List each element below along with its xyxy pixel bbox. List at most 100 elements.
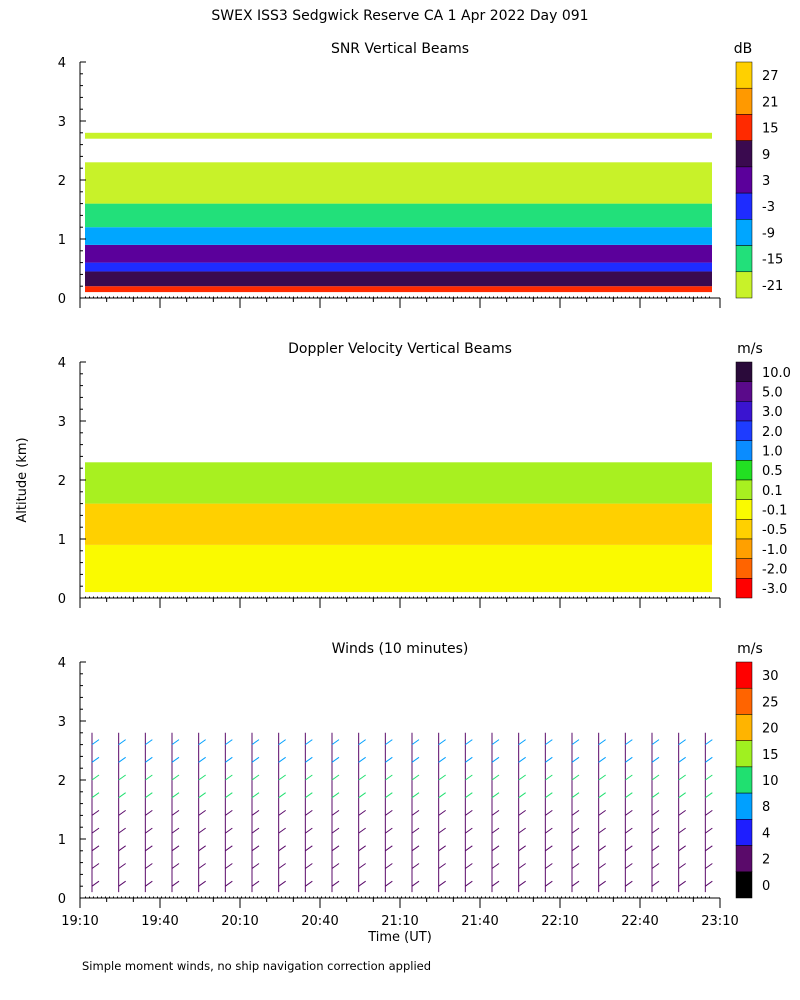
y-tick-label: 3 bbox=[58, 415, 66, 430]
wind-barb bbox=[171, 792, 180, 799]
wind-barb bbox=[518, 739, 526, 746]
wind-barb bbox=[625, 845, 633, 852]
wind-barb bbox=[91, 756, 100, 763]
wind-barb bbox=[491, 845, 500, 852]
wind-barb bbox=[518, 756, 526, 763]
panel-winds: Winds (10 minutes) m/s 0 1 2 3 4 19:10 19:40 2… bbox=[58, 641, 779, 929]
wind-barb bbox=[545, 792, 553, 799]
colorbar-swatch bbox=[735, 361, 753, 382]
wind-barb bbox=[225, 880, 233, 887]
colorbar-label: -2.0 bbox=[762, 563, 787, 578]
colorbar-swatch bbox=[735, 440, 753, 461]
colorbar-label: 10.0 bbox=[762, 366, 791, 381]
wind-barb bbox=[625, 880, 633, 887]
footnote: Simple moment winds, no ship navigation … bbox=[82, 959, 431, 973]
wind-barb bbox=[625, 739, 633, 746]
wind-barb bbox=[385, 774, 393, 781]
wind-barb bbox=[705, 774, 713, 781]
x-tick-label: 19:40 bbox=[141, 914, 178, 929]
wind-barb bbox=[598, 809, 606, 816]
wind-barb bbox=[118, 880, 126, 887]
wind-barb bbox=[331, 774, 340, 781]
wind-barb bbox=[358, 756, 366, 763]
wind-barb bbox=[651, 756, 660, 763]
wind-barb bbox=[465, 845, 473, 852]
wind-barb bbox=[571, 774, 580, 781]
colorbar-swatch bbox=[735, 845, 753, 873]
wind-barb bbox=[545, 845, 553, 852]
wind-barb bbox=[411, 827, 420, 834]
heatmap-layer bbox=[85, 271, 712, 287]
colorbar-units: dB bbox=[734, 41, 753, 57]
colorbar-swatch bbox=[735, 114, 753, 141]
wind-barb bbox=[225, 809, 233, 816]
wind-barb bbox=[251, 792, 260, 799]
wind-barb bbox=[305, 739, 313, 746]
wind-barb bbox=[491, 863, 500, 869]
wind-barb bbox=[331, 845, 340, 852]
wind-barb bbox=[651, 774, 660, 781]
wind-barb bbox=[91, 739, 100, 746]
wind-barb bbox=[118, 863, 126, 869]
wind-barb bbox=[651, 863, 660, 869]
y-tick-label: 1 bbox=[58, 533, 66, 548]
wind-barb bbox=[545, 739, 553, 746]
wind-barb bbox=[598, 756, 606, 763]
wind-barb bbox=[145, 827, 153, 834]
wind-barb bbox=[625, 809, 633, 816]
wind-barb bbox=[651, 739, 660, 746]
wind-barb bbox=[358, 880, 366, 887]
wind-barb bbox=[358, 792, 366, 799]
wind-barb bbox=[571, 792, 580, 799]
wind-barb bbox=[598, 845, 606, 852]
wind-barb bbox=[625, 792, 633, 799]
wind-barb bbox=[465, 827, 473, 834]
wind-barb bbox=[278, 774, 286, 781]
wind-barb bbox=[625, 756, 633, 763]
x-tick-label: 22:40 bbox=[621, 914, 658, 929]
wind-barb bbox=[198, 756, 206, 763]
wind-barb bbox=[198, 774, 206, 781]
wind-barb bbox=[491, 774, 500, 781]
wind-barb bbox=[518, 863, 526, 869]
wind-barb bbox=[305, 774, 313, 781]
wind-barb bbox=[705, 827, 713, 834]
wind-barb bbox=[171, 827, 180, 834]
panel-title: Winds (10 minutes) bbox=[332, 641, 469, 657]
wind-barb bbox=[145, 809, 153, 816]
colorbar-swatch bbox=[735, 140, 753, 168]
wind-barb bbox=[91, 863, 100, 869]
wind-barb bbox=[358, 863, 366, 869]
wind-barb bbox=[678, 880, 686, 887]
wind-barb bbox=[251, 774, 260, 781]
wind-barb bbox=[571, 845, 580, 852]
figure-title: SWEX ISS3 Sedgwick Reserve CA 1 Apr 2022… bbox=[211, 8, 588, 24]
wind-barb bbox=[145, 863, 153, 869]
wind-barb bbox=[198, 809, 206, 816]
wind-barb bbox=[145, 739, 153, 746]
y-tick-label: 0 bbox=[58, 892, 66, 907]
y-tick-label: 3 bbox=[58, 715, 66, 730]
wind-barb bbox=[171, 863, 180, 869]
wind-barb bbox=[251, 809, 260, 816]
y-tick-label: 0 bbox=[58, 592, 66, 607]
colorbar-swatch bbox=[735, 192, 753, 220]
wind-barb bbox=[278, 792, 286, 799]
wind-barb bbox=[491, 792, 500, 799]
colorbar-swatch bbox=[735, 792, 753, 820]
wind-barb bbox=[465, 739, 473, 746]
x-tick-label: 22:10 bbox=[541, 914, 578, 929]
wind-barb bbox=[385, 756, 393, 763]
colorbar-swatch bbox=[735, 558, 753, 579]
colorbar-label: 3 bbox=[762, 174, 770, 189]
wind-barb bbox=[305, 845, 313, 852]
wind-barb bbox=[118, 809, 126, 816]
wind-barb bbox=[518, 792, 526, 799]
wind-barb bbox=[305, 880, 313, 887]
wind-barb bbox=[145, 756, 153, 763]
wind-barb bbox=[411, 880, 420, 887]
wind-barb bbox=[305, 756, 313, 763]
wind-barb bbox=[651, 827, 660, 834]
